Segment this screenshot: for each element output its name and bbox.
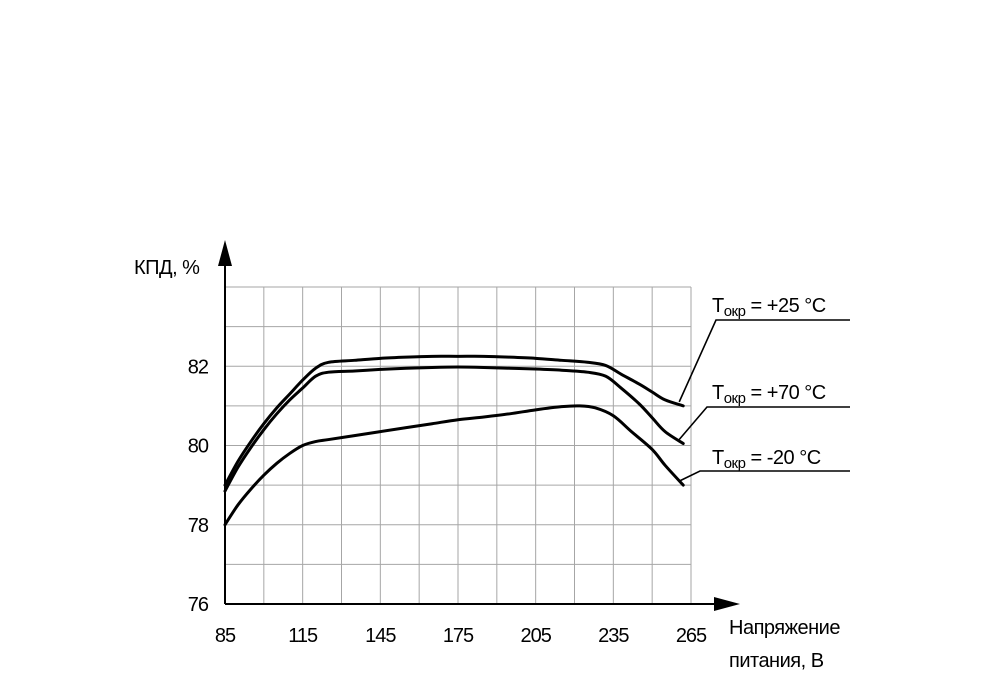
series-line-1 [223,354,685,487]
y-tick-label: 78 [188,515,209,537]
x-tick-label: 115 [288,625,318,647]
x-tick-label: 265 [676,625,707,647]
y-tick-label: 76 [188,594,209,616]
x-tick-label: 145 [365,625,396,647]
x-tick-label: 205 [520,625,551,647]
legend-label: Tокр = +70 °C [712,382,826,407]
x-tick-label: 85 [215,625,236,647]
legend: Tокр = +25 °C Tокр = +70 °C Tокр = -20 °C [678,295,850,482]
y-tick-label: 80 [188,436,209,458]
legend-leader-line [678,319,850,403]
ticks: 85 115 145 175 205 235 265 76 78 80 82 [188,356,708,647]
x-axis-arrow-icon [714,597,740,611]
series-line-2 [223,365,685,493]
legend-leader-line [678,470,850,482]
grid [225,286,692,604]
legend-label: Tокр = +25 °C [712,295,826,320]
y-axis-title: КПД, % [134,257,200,279]
x-tick-label: 175 [443,625,474,647]
legend-leader-line [678,406,850,441]
axes [218,240,740,611]
series-line-3 [223,404,685,527]
series-lines [223,354,685,527]
legend-label: Tокр = -20 °C [712,447,821,472]
x-axis-title-line1: Напряжение [729,617,840,639]
x-tick-label: 235 [598,625,629,647]
y-axis-arrow-icon [218,240,232,266]
y-tick-label: 82 [188,356,209,378]
x-axis-title-line2: питания, В [729,650,824,672]
